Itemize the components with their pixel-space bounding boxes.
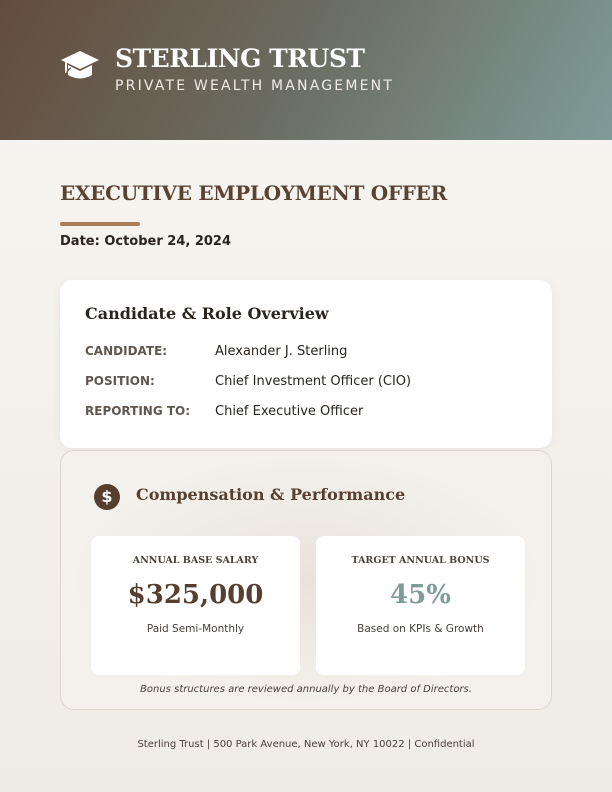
header-banner: STERLING TRUST PRIVATE WEALTH MANAGEMENT bbox=[0, 0, 612, 140]
salary-sub: Paid Semi-Monthly bbox=[146, 623, 245, 635]
compensation-card: $ Compensation & Performance ANNUAL BASE… bbox=[60, 450, 552, 710]
bonus-box: TARGET ANNUAL BONUS 45% Based on KPIs & … bbox=[316, 536, 525, 675]
brand-name: STERLING TRUST bbox=[115, 44, 365, 73]
row-value: Chief Investment Officer (CIO) bbox=[215, 374, 412, 389]
row-value: Alexander J. Sterling bbox=[215, 344, 348, 359]
row-label: POSITION: bbox=[85, 374, 155, 388]
page-title: EXECUTIVE EMPLOYMENT OFFER bbox=[60, 181, 447, 205]
bonus-value: 45% bbox=[390, 580, 451, 610]
bonus-note: Bonus structures are reviewed annually b… bbox=[140, 684, 472, 695]
dollar-icon: $ bbox=[94, 484, 120, 510]
bonus-label: TARGET ANNUAL BONUS bbox=[351, 555, 490, 566]
overview-card: Candidate & Role Overview CANDIDATE: Alex… bbox=[60, 280, 552, 448]
salary-box: ANNUAL BASE SALARY $325,000 Paid Semi-Mo… bbox=[91, 536, 300, 675]
row-value: Chief Executive Officer bbox=[215, 404, 364, 419]
title-divider bbox=[60, 222, 140, 226]
overview-row: POSITION: Chief Investment Officer (CIO) bbox=[85, 374, 411, 389]
offer-date: Date: October 24, 2024 bbox=[60, 234, 232, 249]
footer: Sterling Trust | 500 Park Avenue, New Yo… bbox=[137, 739, 475, 750]
salary-value: $325,000 bbox=[127, 580, 264, 610]
compensation-heading: Compensation & Performance bbox=[136, 485, 406, 504]
row-label: CANDIDATE: bbox=[85, 344, 168, 358]
graduation-cap-icon bbox=[61, 51, 99, 79]
bonus-sub: Based on KPIs & Growth bbox=[357, 623, 484, 635]
overview-row: REPORTING TO: Chief Executive Officer bbox=[85, 404, 363, 419]
brand-tagline: PRIVATE WEALTH MANAGEMENT bbox=[115, 78, 395, 94]
overview-heading: Candidate & Role Overview bbox=[85, 304, 329, 323]
overview-row: CANDIDATE: Alexander J. Sterling bbox=[85, 344, 347, 359]
salary-label: ANNUAL BASE SALARY bbox=[132, 555, 259, 566]
row-label: REPORTING TO: bbox=[85, 404, 191, 418]
